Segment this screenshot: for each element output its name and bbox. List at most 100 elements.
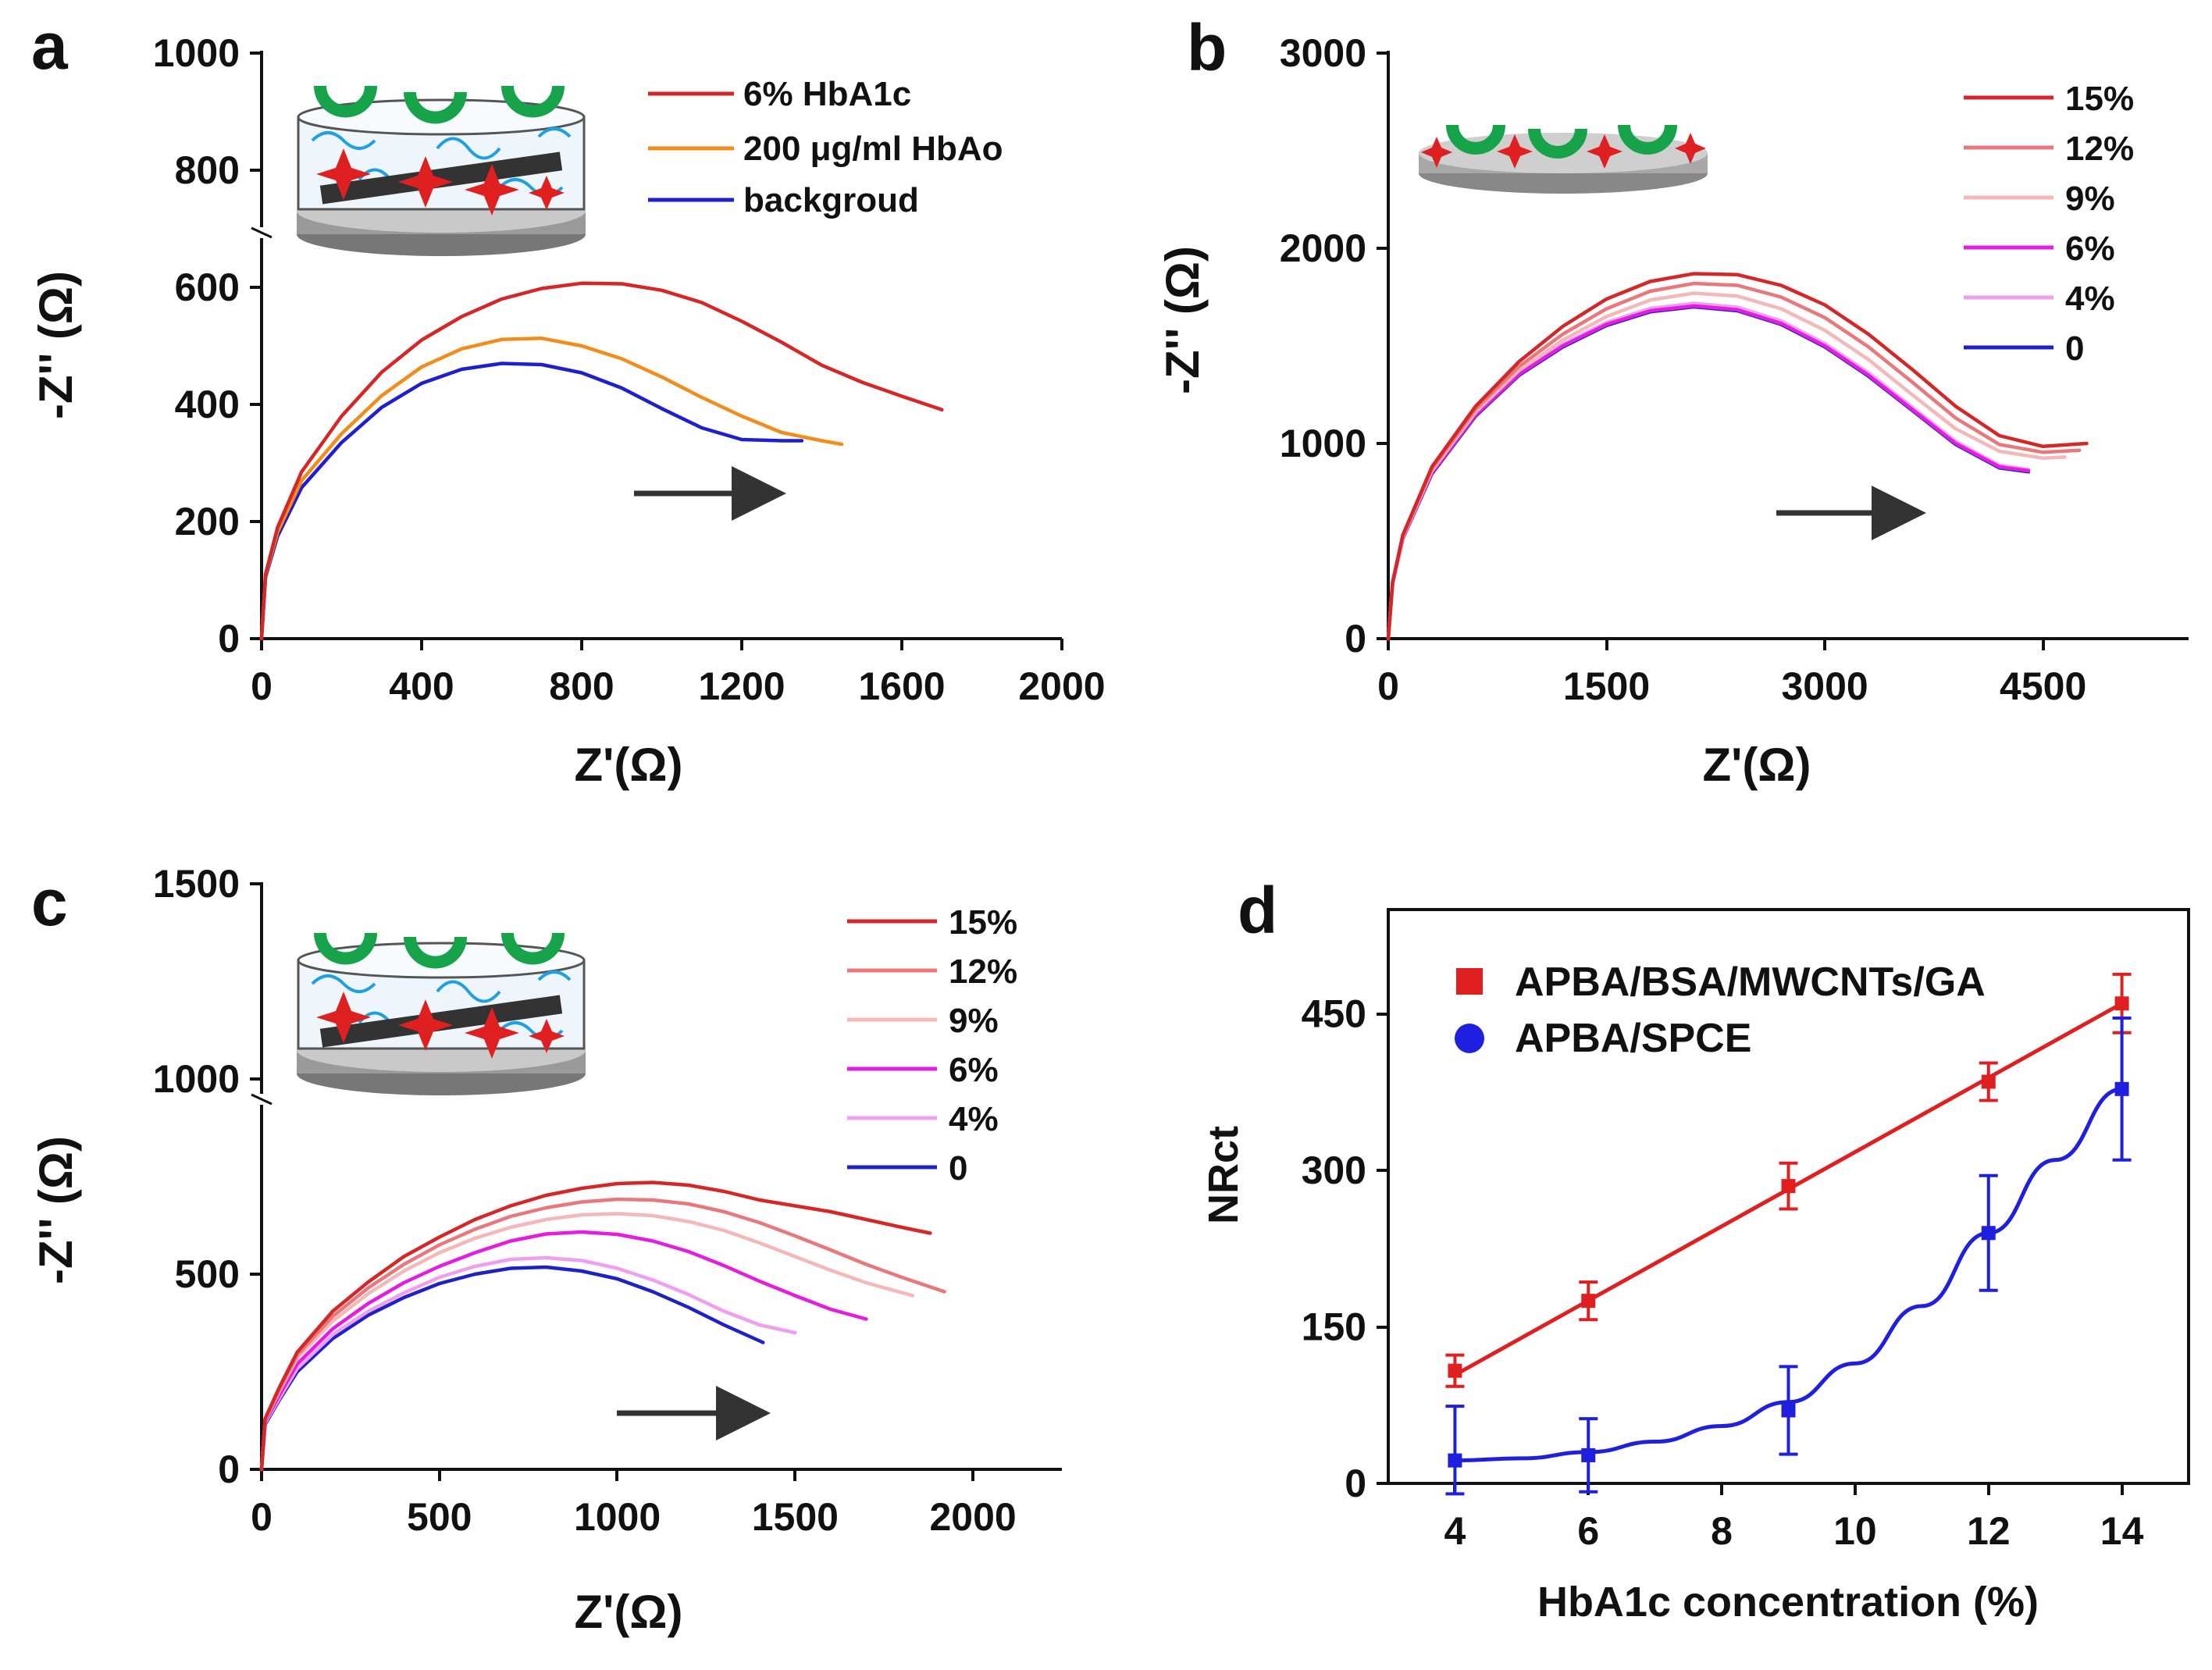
x-tick-label: 4500: [2000, 664, 2086, 708]
series-line-c-1: [259, 1197, 946, 1472]
data-point-d-1-1: [1581, 1447, 1596, 1462]
x-tick-label: 8: [1711, 1509, 1733, 1553]
panel-letter-c: c: [31, 866, 68, 939]
data-point-d-0-2: [1781, 1179, 1796, 1194]
inset-b-receptor-1: [1446, 124, 1505, 155]
x-tick-label: 4: [1444, 1509, 1466, 1553]
inset-a-receptor-1: [314, 85, 377, 118]
y-tick-label: 150: [1302, 1305, 1366, 1349]
legend-item-b-1: 12%: [1964, 130, 2134, 168]
y-tick-label: 300: [1302, 1148, 1366, 1192]
legend-label-b-0: 15%: [2065, 80, 2134, 118]
legend-a: 6% HbA1c 200 μg/ml HbAo backgroud: [648, 75, 1003, 219]
legend-item-c-2: 9%: [847, 1002, 999, 1040]
x-axis-title-a: Z'(Ω): [575, 739, 683, 791]
y-tick-label: 3000: [1280, 31, 1366, 75]
legend-label-d-1: APBA/SPCE: [1515, 1016, 1751, 1061]
y-tick-label: 500: [175, 1252, 240, 1296]
legend-item-c-0: 15%: [847, 903, 1017, 942]
legend-label-c-5: 0: [949, 1149, 967, 1188]
x-tick-label: 12: [1967, 1509, 2011, 1553]
x-ticks-b: [1387, 639, 2045, 650]
x-tick-label: 500: [407, 1495, 472, 1539]
panel-letter-d: d: [1238, 874, 1277, 947]
x-tick-label: 2000: [929, 1495, 1016, 1539]
x-tick-labels-b: 0 1500 3000 4500: [1377, 664, 2086, 708]
data-point-d-1-4: [2114, 1081, 2129, 1096]
x-axis-title-b: Z'(Ω): [1703, 739, 1811, 791]
panel-d-ticks: 0 150 300 450 4 6 8 10 12 14: [1302, 992, 2144, 1553]
x-tick-labels-a: 0 400 800 1200 1600 2000: [251, 664, 1106, 708]
y-tick-label: 600: [175, 265, 240, 309]
y-axis-title-c: -Z'' (Ω): [30, 1136, 82, 1284]
panel-c-series: [259, 1180, 946, 1472]
data-point-d-0-3: [1981, 1074, 1996, 1089]
legend-item-c-3: 6%: [847, 1051, 999, 1089]
series-line-b-5: [1386, 304, 2031, 641]
legend-item-b-2: 9%: [1964, 180, 2115, 218]
legend-item-b-4: 4%: [1964, 280, 2115, 318]
inset-c-receptor-2: [404, 936, 467, 969]
series-line-c-3: [259, 1230, 868, 1472]
legend-item-a-1: 200 μg/ml HbAo: [648, 130, 1003, 168]
panel-a-frame: [248, 51, 1062, 640]
series-line-c-2: [259, 1212, 914, 1472]
y-tick-labels-b: 0 1000 2000 3000: [1280, 31, 1366, 661]
y-tick-label: 0: [218, 617, 240, 661]
series-line-c-4: [259, 1255, 797, 1472]
legend-label-a-2: backgroud: [743, 181, 919, 219]
panel-b: b 0 1000 2000 3000 0 1500 3000 4500 Z'(Ω) -Z''…: [1156, 11, 2189, 791]
x-axis-title-d: HbA1c concentration (%): [1537, 1579, 2039, 1625]
legend-item-d-1: APBA/SPCE: [1455, 1016, 1751, 1061]
y-ticks-a: [250, 52, 262, 640]
legend-c: 15% 12% 9% 6% 4% 0: [847, 903, 1017, 1188]
inset-a-receptor-2: [404, 91, 467, 124]
data-point-d-1-3: [1981, 1226, 1996, 1241]
x-tick-label: 6: [1577, 1509, 1599, 1553]
y-tick-label: 1000: [153, 1057, 240, 1101]
x-ticks-c: [260, 1469, 974, 1481]
legend-item-b-5: 0: [1964, 329, 2084, 368]
y-ticks-d: [1377, 1013, 1388, 1485]
y-tick-label: 1000: [153, 31, 240, 75]
inset-a-receptor-3: [501, 85, 565, 118]
legend-d: APBA/BSA/MWCNTs/GA APBA/SPCE: [1455, 960, 1986, 1061]
series-line-b-3: [1386, 304, 2031, 641]
inset-b-star-1: [1421, 137, 1452, 168]
inset-c-star-1: [316, 992, 371, 1043]
y-tick-label: 1000: [1280, 422, 1366, 465]
legend-label-c-3: 6%: [949, 1051, 999, 1089]
panel-c-inset: [297, 932, 586, 1095]
series-line-b-0: [1386, 272, 2089, 641]
legend-item-b-3: 6%: [1964, 230, 2115, 268]
x-axis-title-c: Z'(Ω): [575, 1586, 683, 1638]
legend-item-a-0: 6% HbA1c: [648, 75, 911, 113]
data-point-d-1-2: [1781, 1403, 1796, 1418]
panel-d-frame: [1387, 908, 2190, 1485]
y-tick-label: 0: [1345, 1462, 1366, 1505]
panel-d-series: [1445, 972, 2132, 1496]
inset-b-star-3: [1587, 134, 1622, 169]
inset-b-receptor-2: [1528, 128, 1587, 158]
legend-item-c-4: 4%: [847, 1100, 999, 1138]
y-tick-label: 0: [1345, 617, 1366, 661]
series-line-c-5: [259, 1265, 765, 1472]
legend-label-c-1: 12%: [949, 953, 1017, 991]
legend-label-c-4: 4%: [949, 1100, 999, 1138]
inset-b-receptor-3: [1618, 124, 1677, 155]
panel-c-frame: [248, 882, 1062, 1471]
panel-letter-a: a: [31, 9, 69, 83]
inset-c-receptor-3: [501, 932, 565, 965]
legend-label-a-1: 200 μg/ml HbAo: [743, 130, 1003, 168]
legend-item-a-2: backgroud: [648, 181, 919, 219]
y-tick-label: 450: [1302, 992, 1366, 1036]
x-tick-label: 800: [549, 664, 614, 708]
y-ticks-c: [250, 882, 262, 1471]
x-ticks-a: [260, 639, 1063, 650]
legend-item-c-1: 12%: [847, 953, 1017, 991]
panel-a-inset: [297, 85, 586, 256]
inset-a-star-2: [398, 156, 453, 208]
legend-label-b-1: 12%: [2065, 130, 2134, 168]
data-point-d-1-0: [1448, 1453, 1462, 1468]
